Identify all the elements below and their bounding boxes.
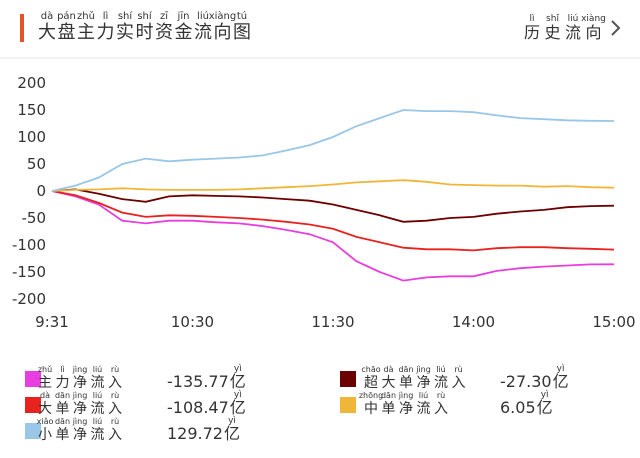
legend-swatch [25,397,41,413]
legend-value: 129.72 [167,424,223,443]
legend-name: 主力净流入 [38,375,126,391]
legend-name-pinyin: jìng [72,417,88,426]
page-title-pinyin: shí [118,10,134,22]
legend-name-pinyin: jìng [415,365,431,374]
legend-name-pinyin: dān [55,417,70,426]
legend-name-pinyin: liú [93,417,103,426]
legend-name: 小单净流入 [38,427,126,443]
legend-swatch [25,371,41,387]
page-title-pinyin: lì [103,10,109,22]
legend-unit: 亿 [230,372,246,391]
legend-name-pinyin: zhǔ [38,365,52,374]
legend-unit-pinyin: yì [228,416,236,426]
legend-name: 中单净流入 [364,401,452,417]
y-tick-label: 50 [27,155,46,173]
x-tick-label: 10:30 [171,313,214,331]
history-link-pinyin[interactable]: lì [529,14,534,24]
legend-unit-pinyin: yì [557,364,565,374]
legend-name-pinyin: rù [454,365,462,374]
legend-unit-pinyin: yì [234,390,242,400]
y-tick-label: 100 [17,128,46,146]
legend-name-pinyin: liú [93,391,103,400]
y-tick-label: 200 [17,74,46,92]
page-title-pinyin: jīn [177,11,190,22]
legend-unit-pinyin: yì [234,364,242,374]
page-title-pinyin: liú [197,10,209,22]
page-title: 大盘主力实时资金流向图 [38,22,253,43]
legend-name-pinyin: rù [437,391,445,400]
y-tick-label: -150 [12,263,46,281]
legend-name-pinyin: chāo [361,365,380,374]
y-tick-label: 0 [36,182,46,200]
page-title-pinyin: zhǔ [77,10,95,22]
legend-name-pinyin: lì [60,365,64,374]
y-tick-label: -100 [12,236,46,254]
legend-name-pinyin: dān [398,365,413,374]
x-tick-label: 14:00 [452,313,495,331]
legend-name-pinyin: liú [436,365,446,374]
legend-name-pinyin: zhōng [359,391,383,400]
history-link-pinyin[interactable]: liú [568,14,579,24]
page-title-pinyin: dà [41,10,53,22]
x-tick-label: 11:30 [311,313,354,331]
legend-value: -27.30 [500,372,552,391]
legend-unit-pinyin: yì [541,390,549,400]
legend-swatch [340,397,356,413]
legend-name-pinyin: jìng [72,391,88,400]
page-title-pinyin: tú [237,10,247,22]
legend-value: -135.77 [167,372,229,391]
series-line [51,109,615,192]
legend-name-pinyin: rù [111,365,119,374]
legend-name-pinyin: xiǎo [37,417,54,426]
series-line [51,190,615,282]
legend-value: -108.47 [167,398,229,417]
legend-swatch [340,371,356,387]
chevron[interactable] [611,20,621,36]
y-tick-label: 150 [17,101,46,119]
legend-unit: 亿 [553,372,569,391]
y-tick-label: -200 [12,290,46,308]
legend-name-pinyin: liú [93,365,103,374]
series-line [51,188,615,223]
page-title-pinyin: shí [137,10,153,22]
x-tick-label: 9:31 [35,313,69,331]
legend-name-pinyin: rù [111,417,119,426]
y-tick-label: -50 [22,209,47,227]
legend-name-pinyin: liú [419,391,429,400]
legend-name-pinyin: dān [381,391,396,400]
page-title-pinyin: pán [57,10,76,22]
legend-unit: 亿 [537,398,553,417]
legend-name-pinyin: dà [40,391,50,400]
legend-name-pinyin: jìng [72,365,88,374]
legend-value: 6.05 [500,398,536,417]
legend-name-pinyin: jìng [398,391,414,400]
legend-unit: 亿 [224,424,240,443]
legend-name: 超大单净流入 [364,375,469,391]
legend-swatch [25,423,41,439]
legend-name: 大单净流入 [38,401,126,417]
history-link-pinyin[interactable]: shǐ [546,14,559,24]
history-link[interactable]: 历史流向 [524,23,606,42]
history-link-pinyin[interactable]: xiàng [581,14,606,24]
title-accent [20,14,24,42]
series-line [51,179,615,192]
legend-unit: 亿 [230,398,246,417]
series-line [51,190,615,252]
page-title-pinyin: zī [160,11,168,22]
page-title-pinyin: xiàng [209,10,237,22]
legend-name-pinyin: rù [111,391,119,400]
x-tick-label: 15:00 [592,313,635,331]
legend-name-pinyin: dà [384,365,394,374]
legend-name-pinyin: dān [55,391,70,400]
